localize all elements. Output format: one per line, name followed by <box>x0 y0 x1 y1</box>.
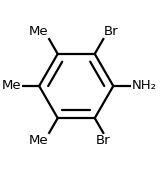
Text: Me: Me <box>29 25 48 38</box>
Text: Br: Br <box>96 134 111 147</box>
Text: Br: Br <box>104 25 119 38</box>
Text: NH₂: NH₂ <box>131 79 157 93</box>
Text: Me: Me <box>29 134 48 147</box>
Text: Me: Me <box>1 79 21 93</box>
